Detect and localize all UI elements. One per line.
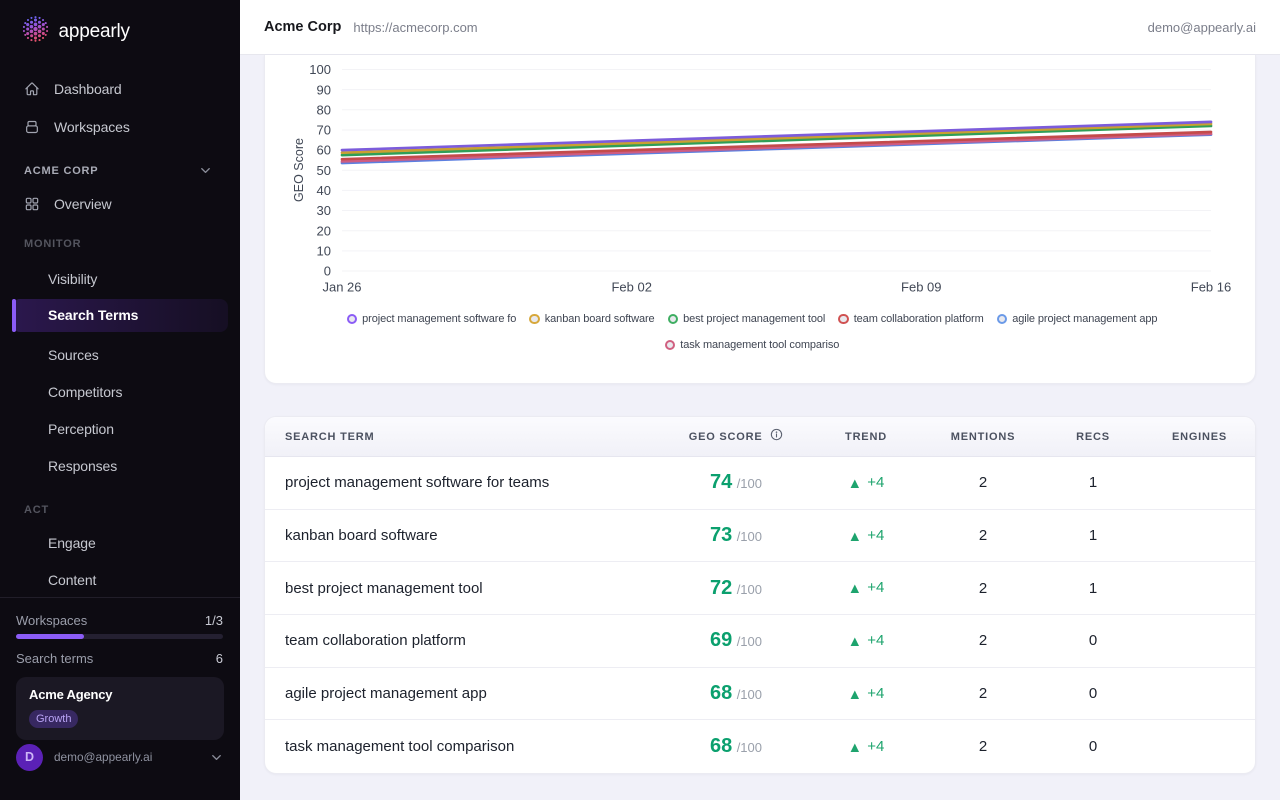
svg-text:Feb 16: Feb 16: [1191, 280, 1231, 295]
svg-text:40: 40: [317, 183, 331, 198]
svg-text:70: 70: [317, 123, 331, 138]
svg-text:50: 50: [317, 163, 331, 178]
svg-text:Feb 09: Feb 09: [901, 280, 941, 295]
svg-text:0: 0: [324, 264, 331, 279]
svg-text:20: 20: [317, 223, 331, 238]
svg-text:Jan 26: Jan 26: [322, 280, 361, 295]
svg-text:100: 100: [309, 62, 331, 77]
svg-text:30: 30: [317, 203, 331, 218]
svg-text:GEO Score: GEO Score: [292, 138, 306, 202]
svg-text:90: 90: [317, 82, 331, 97]
svg-text:60: 60: [317, 143, 331, 158]
svg-text:Feb 02: Feb 02: [611, 280, 651, 295]
svg-text:10: 10: [317, 243, 331, 258]
svg-text:80: 80: [317, 102, 331, 117]
